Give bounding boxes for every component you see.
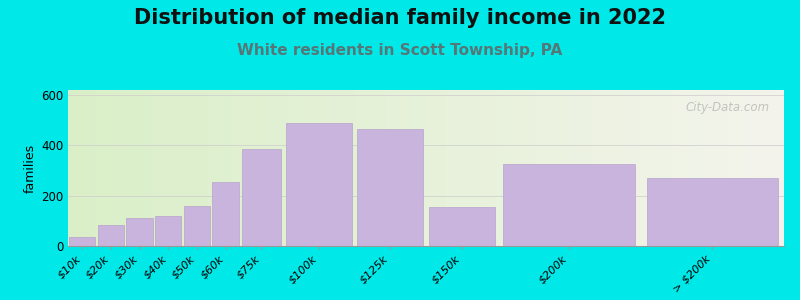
Bar (126, 218, 153, 246)
Bar (98, 225, 124, 246)
Bar (69, 237, 95, 246)
Bar (155, 216, 182, 246)
Bar (184, 206, 210, 246)
Text: White residents in Scott Township, PA: White residents in Scott Township, PA (238, 44, 562, 59)
Bar (212, 182, 238, 246)
Bar (358, 129, 423, 246)
Text: City-Data.com: City-Data.com (686, 101, 770, 114)
Text: Distribution of median family income in 2022: Distribution of median family income in … (134, 8, 666, 28)
Bar (429, 207, 494, 246)
Bar (286, 123, 351, 246)
Bar (503, 164, 635, 246)
Y-axis label: families: families (24, 143, 37, 193)
Bar (242, 149, 281, 246)
Bar (646, 178, 778, 246)
